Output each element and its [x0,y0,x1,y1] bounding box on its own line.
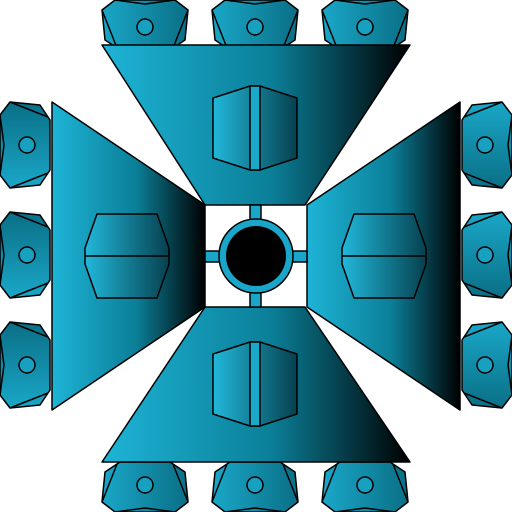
pod [0,211,51,299]
pod [0,321,51,409]
pod [321,0,409,51]
pod [321,461,409,512]
module [212,85,298,171]
module [212,341,298,427]
pod [461,211,512,299]
pod [211,0,299,51]
pod [101,0,189,51]
module [341,213,427,299]
pod [461,101,512,189]
pod [0,101,51,189]
pod [211,461,299,512]
core [226,226,286,286]
pod [461,321,512,409]
pod [101,461,189,512]
module [84,213,170,299]
